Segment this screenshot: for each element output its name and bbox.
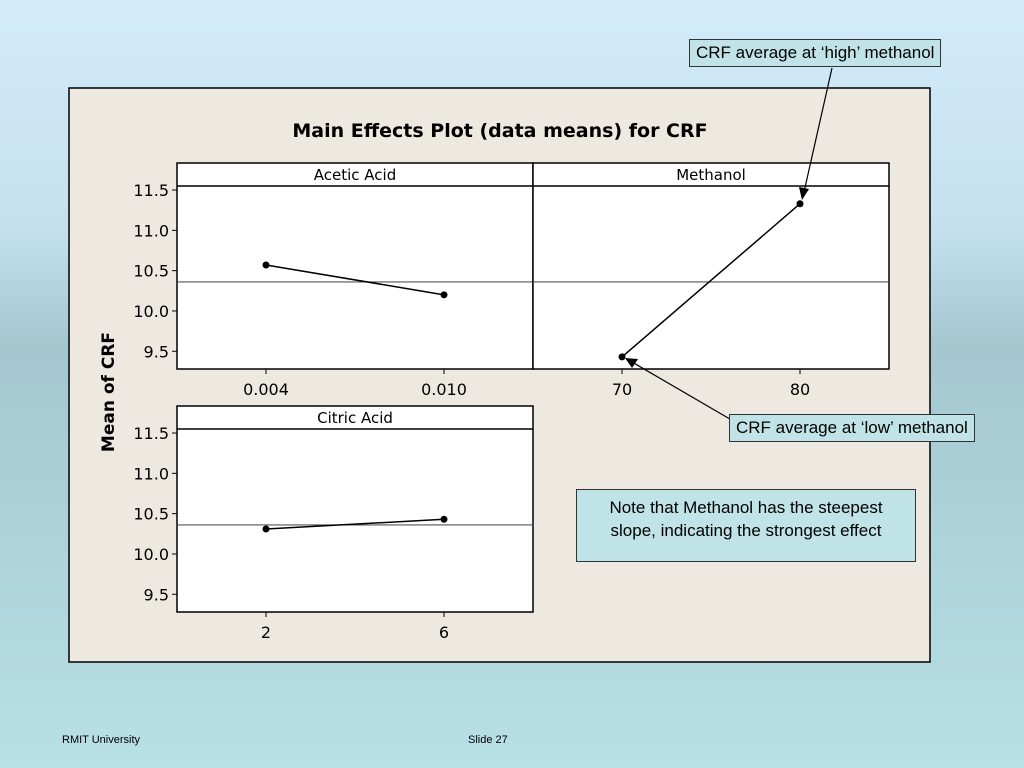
effect-line xyxy=(621,203,801,358)
panel-1 xyxy=(532,162,890,370)
x-tick-label: 6 xyxy=(439,623,449,642)
panel-0 xyxy=(176,162,534,370)
y-tick-label: 11.5 xyxy=(133,181,169,200)
note-box: Note that Methanol has the steepest slop… xyxy=(576,489,916,562)
data-point xyxy=(440,515,448,523)
panel-label: Citric Acid xyxy=(317,409,393,427)
x-tick-label: 2 xyxy=(261,623,271,642)
y-tick-label: 11.5 xyxy=(133,424,169,443)
arrow-low xyxy=(625,358,736,423)
y-axis-label: Mean of CRF xyxy=(99,332,119,452)
y-tick-label: 11.0 xyxy=(133,464,169,483)
x-tick-label: 0.004 xyxy=(243,380,289,399)
note-line-1: Note that Methanol has the steepest xyxy=(609,498,883,517)
panel-label: Methanol xyxy=(676,166,746,184)
panel-label: Acetic Acid xyxy=(314,166,396,184)
note-line-2: slope, indicating the strongest effect xyxy=(610,521,882,540)
y-tick-label: 9.5 xyxy=(144,585,169,604)
y-tick-label: 10.0 xyxy=(133,545,169,564)
x-tick-label: 0.010 xyxy=(421,380,467,399)
arrow-high xyxy=(799,67,833,200)
y-tick-label: 11.0 xyxy=(133,221,169,240)
data-point xyxy=(618,353,626,361)
x-tick-label: 80 xyxy=(790,380,810,399)
y-tick-label: 10.0 xyxy=(133,302,169,321)
callout-high-methanol: CRF average at ‘high’ methanol xyxy=(689,39,942,67)
y-tick-label: 10.5 xyxy=(133,505,169,524)
y-tick-label: 9.5 xyxy=(144,342,169,361)
x-tick-label: 70 xyxy=(612,380,632,399)
y-tick-label: 10.5 xyxy=(133,262,169,281)
data-point xyxy=(440,291,448,299)
effect-line xyxy=(265,264,445,296)
effect-line xyxy=(265,518,445,530)
footer-university: RMIT University xyxy=(62,734,141,746)
chart-title: Main Effects Plot (data means) for CRF xyxy=(292,120,707,142)
data-point xyxy=(262,261,270,269)
data-point xyxy=(262,525,270,533)
data-point xyxy=(796,200,804,208)
footer-slide-number: Slide 27 xyxy=(468,734,508,746)
panel-2 xyxy=(176,405,534,613)
callout-low-methanol: CRF average at ‘low’ methanol xyxy=(729,414,975,442)
